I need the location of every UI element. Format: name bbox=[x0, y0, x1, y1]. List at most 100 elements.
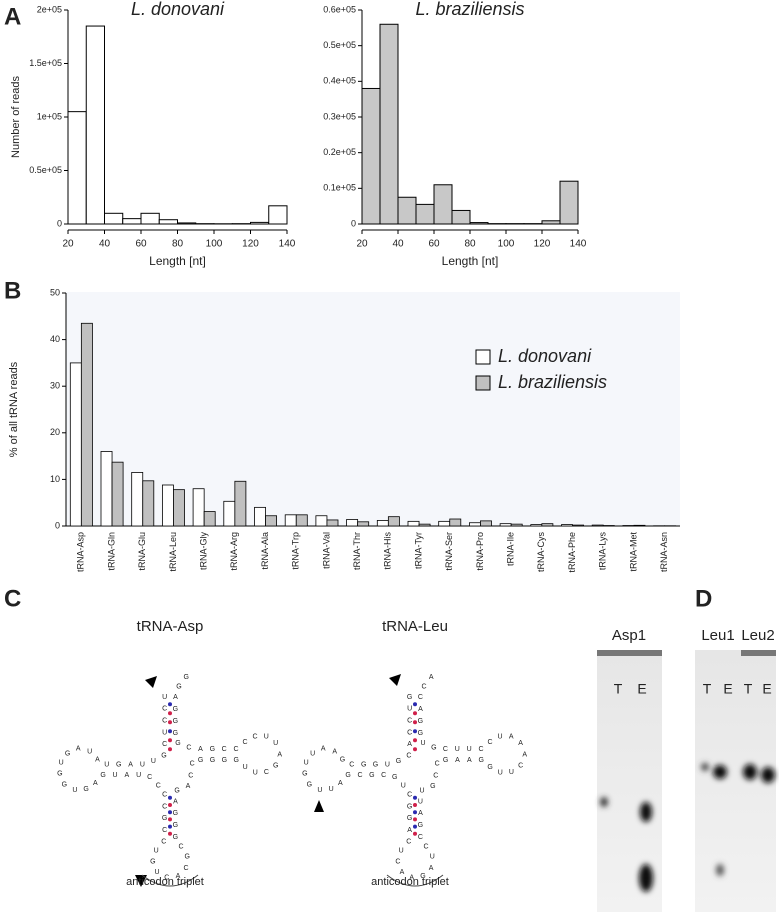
nucleotide: G bbox=[175, 740, 180, 747]
nucleotide: G bbox=[361, 761, 366, 768]
bar bbox=[358, 522, 369, 526]
base-pair bbox=[168, 747, 172, 751]
bar bbox=[469, 523, 480, 526]
y-tick-label: 0.5e+05 bbox=[29, 165, 62, 175]
chart-title: L. donovani bbox=[131, 0, 225, 19]
nucleotide: C bbox=[357, 772, 362, 779]
x-tick-label: 40 bbox=[392, 239, 404, 250]
nucleotide: C bbox=[252, 734, 257, 741]
nucleotide: C bbox=[162, 741, 167, 748]
nucleotide: U bbox=[104, 761, 109, 768]
y-tick-label: 30 bbox=[50, 381, 60, 391]
nucleotide: G bbox=[392, 774, 397, 781]
nucleotide: U bbox=[498, 769, 503, 776]
x-tick-label: 80 bbox=[464, 239, 476, 250]
bar bbox=[560, 181, 578, 224]
bar bbox=[296, 515, 307, 526]
base-pair bbox=[168, 711, 172, 715]
bar bbox=[86, 26, 104, 224]
nucleotide: U bbox=[430, 853, 435, 860]
legend-swatch bbox=[476, 376, 490, 390]
nucleotide: C bbox=[179, 843, 184, 850]
nucleotide: U bbox=[243, 764, 248, 771]
lane-label: Leu1 bbox=[701, 627, 734, 644]
bar bbox=[81, 323, 92, 526]
nucleotide: C bbox=[381, 772, 386, 779]
x-tick-label: tRNA-Asp bbox=[76, 532, 86, 572]
y-tick-label: 0.6e+05 bbox=[323, 4, 356, 14]
lane-sub-label: E bbox=[762, 681, 771, 697]
nucleotide: G bbox=[233, 757, 238, 764]
x-tick-label: 120 bbox=[534, 239, 551, 250]
nucleotide: C bbox=[407, 792, 412, 799]
base-pair bbox=[168, 803, 172, 807]
nucleotide: A bbox=[418, 810, 423, 817]
x-tick-label: 20 bbox=[62, 239, 74, 250]
y-tick-label: 0 bbox=[55, 520, 60, 530]
bar bbox=[266, 516, 277, 526]
x-tick-label: 60 bbox=[428, 239, 440, 250]
panel-label: C bbox=[4, 585, 21, 612]
lane-sub-label: T bbox=[614, 681, 623, 697]
nucleotide: G bbox=[418, 822, 423, 829]
base-pair bbox=[168, 702, 172, 706]
structure-title: tRNA-Asp bbox=[137, 618, 204, 635]
nucleotide: U bbox=[151, 758, 156, 765]
bar bbox=[634, 525, 645, 526]
base-pair bbox=[413, 825, 417, 829]
anticodon-label: anticodon triplet bbox=[126, 876, 204, 888]
y-tick-label: 10 bbox=[50, 474, 60, 484]
nucleotide: G bbox=[116, 761, 121, 768]
nucleotide: U bbox=[420, 788, 425, 795]
bar bbox=[254, 507, 265, 526]
nucleotide: G bbox=[443, 757, 448, 764]
x-tick-label: tRNA-Pro bbox=[475, 532, 485, 571]
x-tick-label: tRNA-Ser bbox=[444, 532, 454, 571]
bar bbox=[285, 515, 296, 526]
nucleotide: G bbox=[173, 706, 178, 713]
base-pair bbox=[168, 810, 172, 814]
x-tick-label: tRNA-Arg bbox=[229, 532, 239, 571]
arrowhead bbox=[314, 800, 324, 812]
base-pair bbox=[413, 711, 417, 715]
nucleotide: G bbox=[396, 758, 401, 765]
nucleotide: G bbox=[183, 674, 188, 681]
anticodon-label: anticodon triplet bbox=[371, 876, 449, 888]
nucleotide: A bbox=[418, 706, 423, 713]
nucleotide: A bbox=[124, 772, 129, 779]
bar bbox=[416, 204, 434, 224]
y-axis-label: % of all tRNA reads bbox=[8, 361, 20, 457]
nucleotide: U bbox=[264, 734, 269, 741]
nucleotide: G bbox=[173, 730, 178, 737]
nucleotide: C bbox=[162, 718, 167, 725]
y-tick-label: 0.3e+05 bbox=[323, 111, 356, 121]
base-pair bbox=[413, 796, 417, 800]
base-pair bbox=[413, 810, 417, 814]
y-tick-label: 0 bbox=[351, 218, 356, 228]
x-tick-label: tRNA-Gln bbox=[106, 532, 116, 571]
nucleotide: C bbox=[407, 729, 412, 736]
nucleotide: G bbox=[65, 750, 70, 757]
nucleotide: G bbox=[210, 757, 215, 764]
nucleotide: A bbox=[338, 780, 343, 787]
bar bbox=[542, 221, 560, 224]
bar bbox=[251, 222, 269, 224]
x-tick-label: tRNA-Phe bbox=[567, 532, 577, 573]
nucleotide: A bbox=[407, 741, 412, 748]
bar bbox=[269, 206, 287, 224]
nucleotide: G bbox=[418, 730, 423, 737]
lane-sub-label: E bbox=[637, 681, 646, 697]
nucleotide: U bbox=[509, 769, 514, 776]
base-pair bbox=[413, 720, 417, 724]
nucleotide: G bbox=[150, 858, 155, 865]
bar bbox=[159, 220, 177, 224]
x-tick-label: 140 bbox=[279, 239, 296, 250]
x-axis-label: Length [nt] bbox=[149, 254, 206, 268]
x-axis-label: Length [nt] bbox=[442, 254, 499, 268]
bar bbox=[70, 363, 81, 526]
nucleotide: C bbox=[264, 769, 269, 776]
lane-sub-label: T bbox=[703, 681, 712, 697]
bar bbox=[193, 489, 204, 526]
nucleotide: C bbox=[406, 753, 411, 760]
nucleotide: C bbox=[478, 746, 483, 753]
